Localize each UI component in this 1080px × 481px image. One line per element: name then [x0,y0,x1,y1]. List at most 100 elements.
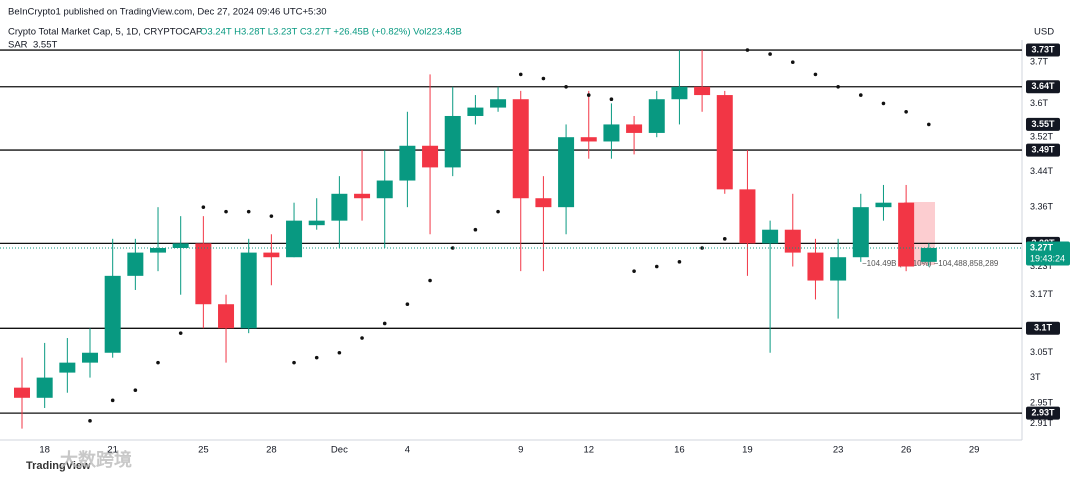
sar-dot [292,360,296,365]
x-tick-label: 12 [583,445,594,456]
candle-body [490,99,507,108]
candle-body [127,252,144,276]
candle-body [308,220,325,226]
level-label-box [1026,43,1060,57]
sar-dot [88,419,92,423]
sar-dot [428,278,432,283]
candle-body [286,220,303,258]
sar-dot [745,48,750,52]
candle-body [354,193,371,199]
sar-dot [473,227,478,232]
y-tick-label: 3.23T [1030,261,1054,271]
y-tick-label: 2.95T [1030,397,1054,407]
x-tick-label: 21 [107,445,118,456]
last-price-label: 3.27T [1030,242,1054,252]
candle-body [716,95,733,190]
candle-body [150,247,167,253]
candle-body [331,193,348,221]
sar-dot [632,269,636,273]
candle-body [104,275,121,353]
sar-dot [790,60,795,64]
sar-dot [450,246,455,250]
level-label: 3.73T [1031,44,1055,54]
candle-body [535,198,552,208]
candle-body [240,252,257,329]
candle-body [444,115,461,168]
sar-dot [246,209,251,214]
candle-body [558,137,575,208]
sar-dot [564,84,568,89]
level-label: 3.64T [1031,81,1055,91]
candle-body [626,124,643,133]
sar-dot [405,302,410,307]
sar-name: SAR [8,40,28,51]
publisher: BeInCrypto1 published on TradingView.com… [8,7,327,18]
candle-body [648,99,665,133]
sar-label: 3.55T [1031,119,1055,129]
candle-body [36,377,53,398]
x-tick-label: 23 [833,445,844,456]
level-label: 3.1T [1034,323,1053,333]
level-label-box [1026,80,1060,94]
level-label-box [1026,321,1060,335]
sar-dot [609,97,614,102]
candle-body [59,362,76,373]
sar-dot [496,209,500,214]
candle-body [762,229,779,244]
watermark-2: 大数跨境 [60,449,132,470]
sar-label-box [1026,117,1060,131]
x-tick-label: 19 [742,445,753,456]
x-tick-label: 16 [674,445,685,456]
sar-dot [224,209,228,214]
candle-body [399,145,416,181]
sar-dot [337,350,342,355]
y-tick-label: 3.52T [1030,132,1054,142]
candle-body [376,180,393,199]
sar-dot [360,336,364,340]
sar-dot [110,398,115,403]
countdown: 19:43:24 [1030,253,1065,263]
level-label: 3.49T [1031,144,1055,154]
ohlc-text: O3.24T H3.28T L3.23T C3.27T +26.45B (+0.… [200,27,462,38]
sar-value: 3.55T [33,40,57,51]
candle-body [14,387,30,398]
candle-body [875,202,892,208]
sar-dot [518,72,523,77]
sar-dot [858,93,863,97]
sar-dot [201,205,206,209]
candle-body [898,202,915,267]
watermark: TradingView [26,460,91,472]
sar-dot [768,52,772,56]
sar-dot [881,101,886,106]
level-label-box [1026,143,1060,157]
sar-dot [836,84,840,89]
candle-body [512,99,529,199]
candle-body [172,243,189,248]
sar-dot [133,388,138,392]
candle-body [852,207,869,258]
candle-body [920,247,937,262]
candle-body [422,145,439,168]
x-tick-label: 26 [901,445,912,456]
y-tick-label: 3T [1030,372,1041,382]
level-label: 2.93T [1031,407,1055,417]
y-tick-label: 3.6T [1030,98,1049,108]
x-tick-label: 29 [969,445,980,456]
candle-body [580,137,597,142]
sar-dot [178,331,183,335]
candle-body [739,189,756,244]
level-label-box [1026,406,1060,420]
candle-body [82,352,99,363]
sar-dot [156,360,160,365]
y-tick-label: 3.7T [1030,57,1049,67]
sar-dot [314,355,319,360]
x-tick-label: 4 [405,445,410,456]
candle-body [784,229,801,253]
candle-body [218,304,235,329]
sar-dot [541,76,546,81]
x-tick-label: Dec [331,445,348,456]
sar-dot [586,93,591,97]
sar-dot [927,122,931,127]
sar-dot [904,109,908,114]
